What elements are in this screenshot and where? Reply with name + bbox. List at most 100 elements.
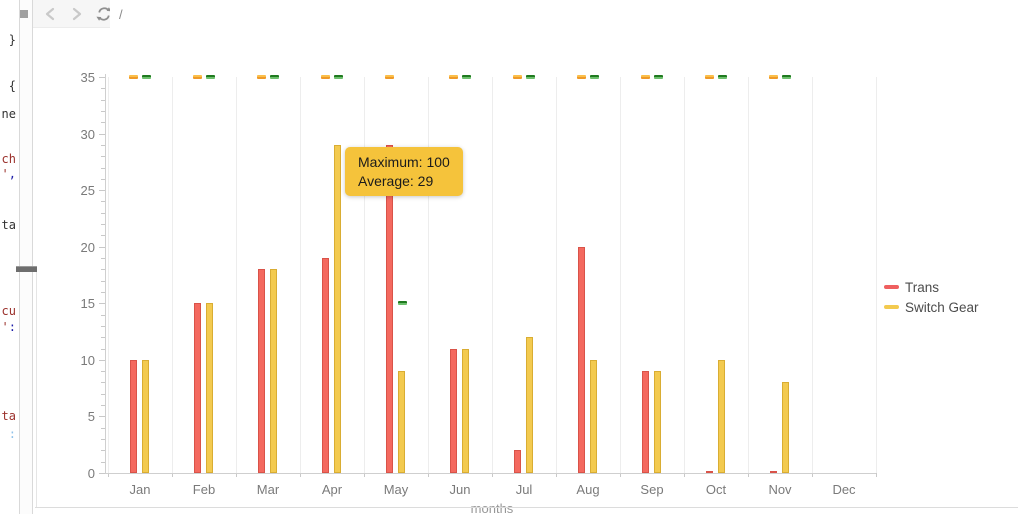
code-token: {: [8, 79, 16, 93]
bar-trans-sep[interactable]: [642, 371, 649, 473]
x-axis-tick: [172, 473, 173, 477]
browser-toolbar: /: [33, 0, 1018, 28]
y-axis-tick: [98, 77, 105, 78]
max-marker-trans-oct: [704, 75, 714, 79]
gridline: [748, 77, 749, 473]
max-marker-trans-jan: [128, 75, 138, 79]
url-text: /: [119, 6, 123, 22]
legend-swatch: [884, 285, 899, 289]
x-axis-tick: [364, 473, 365, 477]
legend-item-switch-gear[interactable]: Switch Gear: [884, 297, 979, 317]
bar-trans-jan[interactable]: [130, 359, 137, 473]
y-axis-label: 15: [80, 296, 95, 312]
y-axis-tick: [100, 461, 105, 463]
bar-trans-apr[interactable]: [322, 258, 329, 473]
x-axis-label: Oct: [705, 482, 727, 497]
scrollbar-thumb[interactable]: [20, 10, 28, 18]
bar-switch-gear-jun[interactable]: [462, 348, 469, 473]
legend-item-trans[interactable]: Trans: [884, 277, 979, 297]
y-axis-tick: [100, 291, 105, 293]
bar-switch-gear-apr[interactable]: [334, 144, 341, 473]
code-token: }: [8, 33, 16, 47]
x-axis-label: Dec: [832, 482, 856, 497]
bar-switch-gear-nov[interactable]: [782, 382, 789, 473]
bar-trans-feb[interactable]: [194, 303, 201, 473]
y-axis-tick: [100, 167, 105, 169]
bar-switch-gear-jul[interactable]: [526, 337, 533, 473]
bar-trans-aug[interactable]: [578, 246, 585, 473]
max-marker-trans-aug: [576, 75, 586, 79]
code-fragment: ta: [2, 218, 16, 232]
x-axis-tick: [684, 473, 685, 477]
x-axis-tick: [300, 473, 301, 477]
y-axis-label: 10: [80, 352, 95, 368]
x-axis-line: [104, 473, 876, 474]
bar-trans-oct[interactable]: [706, 470, 713, 473]
max-marker-switch-gear-apr: [333, 75, 343, 79]
y-axis-tick: [100, 450, 105, 452]
x-axis-tick: [620, 473, 621, 477]
legend-label: Switch Gear: [905, 299, 979, 315]
bar-trans-may[interactable]: [386, 144, 393, 473]
y-axis-label: 5: [87, 409, 95, 425]
x-axis-label: Sep: [640, 482, 664, 497]
code-fragment: ':: [2, 320, 16, 334]
bar-switch-gear-aug[interactable]: [590, 359, 597, 473]
bar-switch-gear-oct[interactable]: [718, 359, 725, 473]
max-marker-trans-may: [384, 75, 394, 79]
y-axis-line: [104, 74, 106, 473]
bar-switch-gear-sep[interactable]: [654, 371, 661, 473]
chevron-left-icon: [45, 7, 55, 21]
x-axis-tick: [556, 473, 557, 477]
gridline: [108, 77, 109, 473]
splitter-handle[interactable]: [16, 266, 37, 272]
max-marker-switch-gear-jan: [141, 75, 151, 79]
x-axis-tick: [428, 473, 429, 477]
y-axis-tick: [100, 427, 105, 429]
x-axis-label: Apr: [321, 482, 343, 497]
bar-switch-gear-mar[interactable]: [270, 269, 277, 473]
bar-switch-gear-may[interactable]: [398, 371, 405, 473]
chart-card-bottom-border: [35, 507, 1018, 508]
y-axis-tick: [100, 224, 105, 226]
gridline: [684, 77, 685, 473]
y-axis-tick: [100, 144, 105, 146]
code-fragment: ta: [2, 409, 16, 423]
max-marker-switch-gear-aug: [589, 75, 599, 79]
max-marker-trans-mar: [256, 75, 266, 79]
max-marker-trans-apr: [320, 75, 330, 79]
url-bar[interactable]: /: [110, 0, 1018, 28]
gridline: [236, 77, 237, 473]
gridline: [300, 77, 301, 473]
bar-switch-gear-feb[interactable]: [206, 303, 213, 473]
back-button[interactable]: [42, 5, 60, 23]
x-axis-label: Jan: [129, 482, 151, 497]
bar-chart: months Maximum: 100 Average: 29 Trans Swi…: [33, 28, 1018, 514]
code-token: :: [8, 427, 16, 441]
code-editor-pane[interactable]: }{ne ch ', ta cu ': ta:: [0, 0, 19, 514]
max-marker-trans-jun: [448, 75, 458, 79]
bar-switch-gear-jan[interactable]: [142, 359, 149, 473]
code-token: ': [1, 320, 9, 334]
forward-button[interactable]: [67, 5, 85, 23]
code-token: ta: [1, 218, 16, 232]
y-axis-tick: [100, 269, 105, 271]
chevron-right-icon: [72, 7, 82, 21]
x-axis-label: Jul: [515, 482, 533, 497]
y-axis-tick: [100, 393, 105, 395]
y-axis-label: 35: [80, 70, 95, 85]
y-axis-tick: [98, 303, 105, 305]
x-axis-tick: [748, 473, 749, 477]
max-marker-trans-jul: [512, 75, 522, 79]
bar-trans-jun[interactable]: [450, 348, 457, 473]
split-gutter: [16, 0, 37, 514]
code-token: ': [1, 167, 9, 181]
x-axis-tick: [236, 473, 237, 477]
bar-trans-nov[interactable]: [770, 470, 777, 473]
bar-trans-jul[interactable]: [514, 450, 521, 473]
max-marker-switch-gear-mar: [269, 75, 279, 79]
y-axis-tick: [100, 314, 105, 316]
browser-preview-pane: / months Maximum: 100 Average: 29 Trans S…: [33, 0, 1018, 514]
bar-trans-mar[interactable]: [258, 269, 265, 473]
y-axis-tick: [98, 133, 105, 135]
